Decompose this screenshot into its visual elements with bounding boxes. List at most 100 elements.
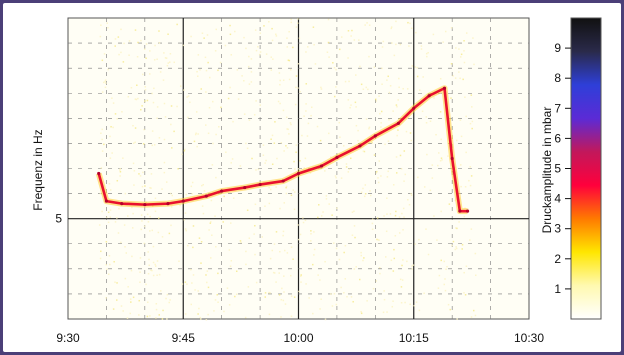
noise-speck bbox=[124, 246, 126, 248]
series-point bbox=[442, 86, 447, 90]
noise-speck bbox=[145, 283, 147, 286]
noise-speck bbox=[447, 155, 449, 157]
noise-speck bbox=[173, 61, 175, 64]
noise-speck bbox=[371, 218, 374, 220]
noise-speck bbox=[179, 204, 181, 207]
noise-speck bbox=[212, 100, 214, 103]
noise-speck bbox=[374, 98, 377, 101]
noise-speck bbox=[300, 281, 302, 283]
noise-speck bbox=[205, 318, 208, 321]
noise-speck bbox=[349, 106, 351, 109]
noise-speck bbox=[101, 128, 103, 131]
noise-speck bbox=[353, 268, 356, 270]
noise-speck bbox=[367, 88, 369, 91]
noise-speck bbox=[460, 53, 463, 56]
noise-speck bbox=[259, 104, 262, 106]
noise-speck bbox=[109, 216, 112, 218]
noise-speck bbox=[463, 50, 465, 52]
noise-speck bbox=[395, 172, 398, 174]
noise-speck bbox=[399, 154, 402, 157]
noise-speck bbox=[234, 30, 236, 33]
noise-speck bbox=[351, 234, 354, 236]
noise-speck bbox=[177, 168, 179, 170]
noise-speck bbox=[418, 309, 421, 312]
noise-speck bbox=[375, 100, 378, 102]
noise-speck bbox=[189, 101, 191, 104]
noise-speck bbox=[282, 230, 285, 233]
noise-speck bbox=[100, 24, 102, 26]
noise-speck bbox=[416, 66, 419, 69]
noise-speck bbox=[196, 75, 199, 77]
noise-speck bbox=[443, 283, 445, 286]
noise-speck bbox=[355, 266, 357, 268]
noise-speck bbox=[275, 35, 278, 37]
noise-speck bbox=[414, 243, 416, 245]
noise-speck bbox=[412, 264, 415, 266]
noise-speck bbox=[320, 215, 323, 217]
noise-speck bbox=[217, 301, 219, 303]
noise-speck bbox=[197, 313, 199, 315]
noise-speck bbox=[279, 207, 281, 210]
noise-speck bbox=[119, 169, 121, 171]
noise-speck bbox=[347, 171, 350, 173]
noise-speck bbox=[247, 286, 250, 288]
noise-speck bbox=[230, 259, 233, 262]
noise-speck bbox=[379, 112, 381, 115]
noise-speck bbox=[270, 56, 273, 58]
noise-speck bbox=[111, 97, 113, 99]
noise-speck bbox=[211, 164, 214, 166]
x-tick-label: 10:00 bbox=[283, 331, 313, 345]
noise-speck bbox=[454, 248, 456, 251]
noise-speck bbox=[401, 212, 403, 215]
noise-speck bbox=[290, 21, 293, 24]
noise-speck bbox=[232, 120, 234, 123]
noise-speck bbox=[372, 287, 375, 290]
noise-speck bbox=[231, 158, 234, 160]
noise-speck bbox=[154, 197, 157, 200]
noise-speck bbox=[365, 118, 368, 120]
series-point bbox=[335, 155, 339, 160]
noise-speck bbox=[164, 116, 167, 118]
noise-speck bbox=[192, 225, 195, 227]
series-point bbox=[396, 121, 400, 125]
noise-speck bbox=[297, 224, 299, 226]
noise-speck bbox=[248, 55, 250, 58]
series-point bbox=[166, 202, 170, 206]
noise-speck bbox=[99, 192, 102, 195]
noise-speck bbox=[265, 159, 267, 162]
noise-speck bbox=[300, 275, 302, 278]
noise-speck bbox=[161, 188, 163, 190]
noise-speck bbox=[187, 244, 189, 247]
noise-speck bbox=[458, 221, 460, 223]
noise-speck bbox=[338, 258, 341, 261]
noise-speck bbox=[340, 177, 343, 179]
noise-speck bbox=[196, 145, 198, 148]
noise-speck bbox=[387, 140, 390, 142]
noise-speck bbox=[440, 157, 443, 159]
noise-speck bbox=[101, 210, 103, 213]
noise-speck bbox=[402, 207, 405, 210]
noise-speck bbox=[134, 141, 136, 144]
noise-speck bbox=[124, 277, 127, 280]
noise-speck bbox=[100, 132, 102, 135]
noise-speck bbox=[394, 235, 397, 237]
noise-speck bbox=[465, 151, 467, 154]
noise-speck bbox=[302, 221, 305, 224]
noise-speck bbox=[143, 225, 146, 227]
noise-speck bbox=[328, 56, 330, 58]
noise-speck bbox=[298, 290, 300, 293]
noise-speck bbox=[353, 225, 356, 227]
noise-speck bbox=[220, 106, 222, 109]
noise-speck bbox=[207, 313, 209, 316]
noise-speck bbox=[455, 227, 457, 229]
noise-speck bbox=[467, 208, 469, 210]
noise-speck bbox=[271, 27, 273, 30]
noise-speck bbox=[170, 206, 173, 208]
series-point bbox=[427, 94, 431, 98]
noise-speck bbox=[103, 53, 106, 55]
noise-speck bbox=[354, 101, 357, 104]
noise-speck bbox=[255, 100, 257, 102]
noise-speck bbox=[335, 86, 337, 88]
noise-speck bbox=[421, 110, 424, 113]
noise-speck bbox=[254, 224, 256, 227]
